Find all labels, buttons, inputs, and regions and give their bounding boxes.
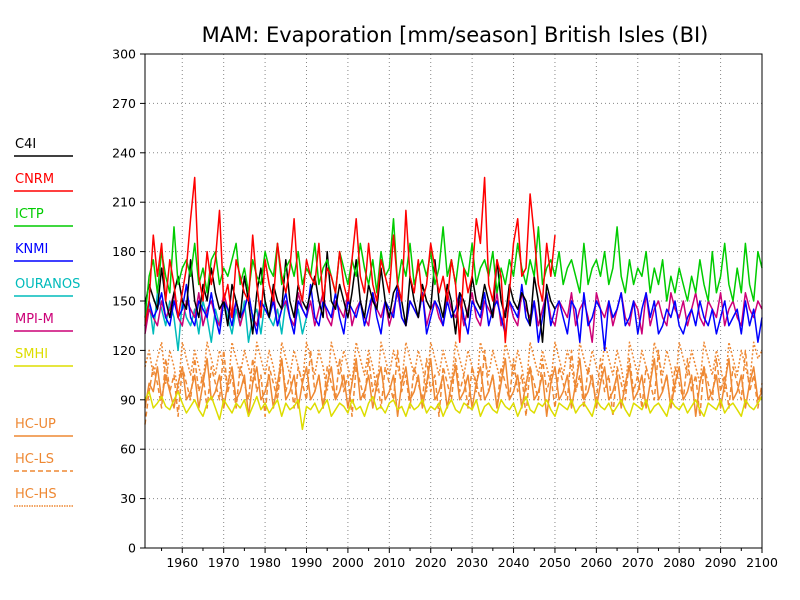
legend-label-hc-up: HC-UP (15, 417, 56, 432)
legend-label-hc-ls: HC-LS (15, 452, 54, 467)
chart-title: MAM: Evaporation [mm/season] British Isl… (202, 23, 709, 47)
legend-label-ouranos: OURANOS (15, 277, 80, 292)
series-line-hc-ls (144, 349, 763, 425)
x-tick-label: 2050 (539, 555, 571, 570)
x-tick-label: 1960 (166, 555, 198, 570)
x-tick-label: 2090 (705, 555, 737, 570)
axes: 1960 1970 1980 1990 2000 2010 2020 2030 2040 2050… (112, 47, 778, 571)
x-tick-label: 2060 (580, 555, 612, 570)
y-tick-label: 240 (112, 145, 136, 160)
y-tick-label: 150 (112, 294, 136, 309)
y-tick-label: 180 (112, 244, 136, 259)
x-tick-label: 2000 (332, 555, 364, 570)
y-tick-label: 270 (112, 96, 136, 111)
y-tick-label: 120 (112, 343, 136, 358)
y-tick-label: 30 (120, 491, 136, 506)
x-tick-label: 2100 (746, 555, 778, 570)
legend: C4I CNRM ICTP KNMI OURANOS MPI-M SMHI HC-UP HC-L… (14, 137, 80, 507)
y-tick-label: 60 (120, 442, 136, 457)
x-tick-label: 2010 (373, 555, 405, 570)
x-tick-label: 1970 (208, 555, 240, 570)
legend-label-ictp: ICTP (15, 207, 44, 222)
x-tick-label: 2070 (622, 555, 654, 570)
series-line-cnrm (144, 176, 556, 343)
x-tick-label: 2030 (456, 555, 488, 570)
series-line-smhi (144, 390, 763, 431)
legend-label-hc-hs: HC-HS (15, 487, 57, 502)
series-line-c4i (144, 250, 556, 343)
y-tick-label: 210 (112, 195, 136, 210)
x-tick-label: 2040 (498, 555, 530, 570)
y-tick-label: 90 (120, 392, 136, 407)
legend-label-c4i: C4I (15, 137, 36, 152)
legend-label-knmi: KNMI (15, 242, 48, 257)
x-tick-label: 2080 (663, 555, 695, 570)
x-tick-label: 1990 (291, 555, 323, 570)
series-layer (144, 176, 763, 431)
x-tick-label: 1980 (249, 555, 281, 570)
legend-label-smhi: SMHI (15, 347, 48, 362)
y-tick-label: 300 (112, 47, 136, 62)
y-tick-label: 0 (128, 541, 136, 556)
legend-label-cnrm: CNRM (15, 172, 54, 187)
series-line-hc-hs (144, 341, 763, 393)
series-line-hc-up (144, 357, 763, 418)
legend-label-mpi-m: MPI-M (15, 312, 54, 327)
x-tick-label: 2020 (415, 555, 447, 570)
grid (145, 54, 762, 548)
